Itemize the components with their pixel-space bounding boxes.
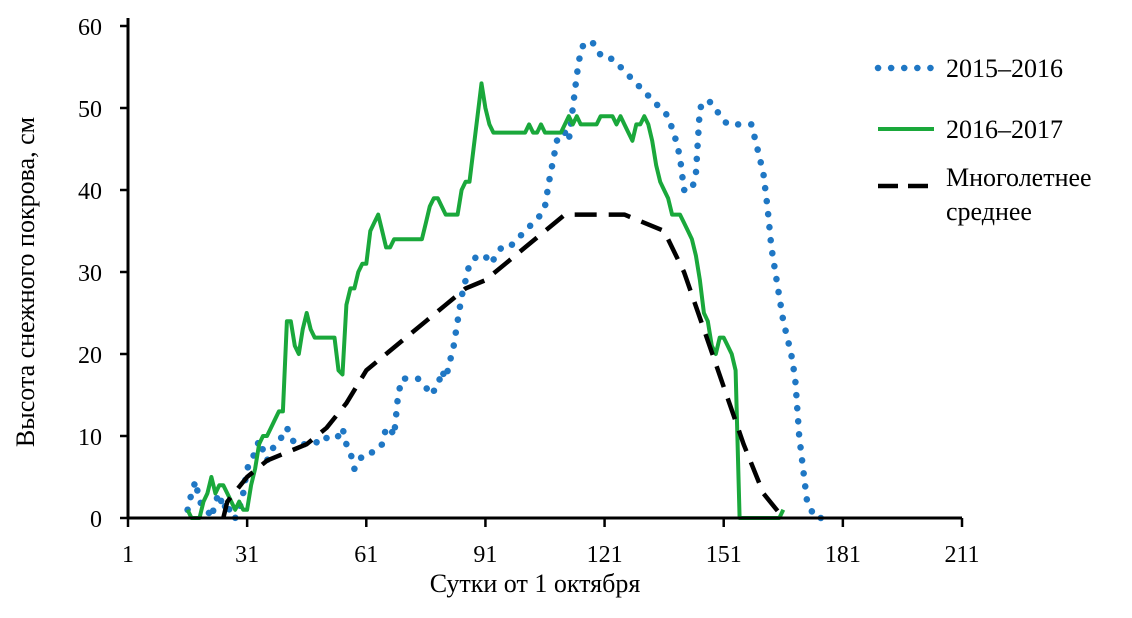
y-tick-label: 10 (78, 425, 102, 451)
x-tick-label: 91 (473, 542, 497, 568)
plot-series (184, 39, 827, 522)
x-tick-label: 151 (706, 542, 742, 568)
y-tick-label: 50 (78, 97, 102, 123)
x-tick-label: 181 (825, 542, 861, 568)
y-axis-title: Высота снежного покрова, см (11, 117, 40, 447)
x-tick-label: 61 (354, 542, 378, 568)
y-ticks: 0 10 20 30 40 50 60 (78, 15, 128, 533)
x-tick-label: 31 (235, 542, 259, 568)
legend-entry-2016-2017: 2016–2017 (878, 115, 1063, 144)
x-axis-title: Сутки от 1 октября (430, 569, 641, 598)
y-tick-label: 20 (78, 343, 102, 369)
legend-label-long-term-mean: Многолетнее среднее (946, 163, 1092, 226)
legend-entry-long-term-mean: Многолетнее среднее (878, 163, 1092, 226)
legend-label-2015-2016: 2015–2016 (946, 54, 1063, 83)
y-tick-label: 40 (78, 179, 102, 205)
series-line-long-term-mean (221, 212, 786, 520)
x-ticks: 1 31 61 91 121 151 181 211 (122, 518, 980, 568)
legend-entry-2015-2016: 2015–2016 (874, 54, 1063, 83)
axes (126, 18, 962, 520)
series-line-2016-2017 (185, 81, 786, 520)
series-line-2015-2016 (184, 39, 827, 522)
x-tick-label: 121 (587, 542, 623, 568)
legend: 2015–2016 2016–2017 Многолетнее среднее (874, 54, 1092, 226)
y-tick-label: 0 (90, 507, 102, 533)
x-tick-label: 1 (122, 542, 134, 568)
y-tick-label: 60 (78, 15, 102, 41)
legend-label-2016-2017: 2016–2017 (946, 115, 1063, 144)
y-tick-label: 30 (78, 261, 102, 287)
x-tick-label: 211 (944, 542, 979, 568)
